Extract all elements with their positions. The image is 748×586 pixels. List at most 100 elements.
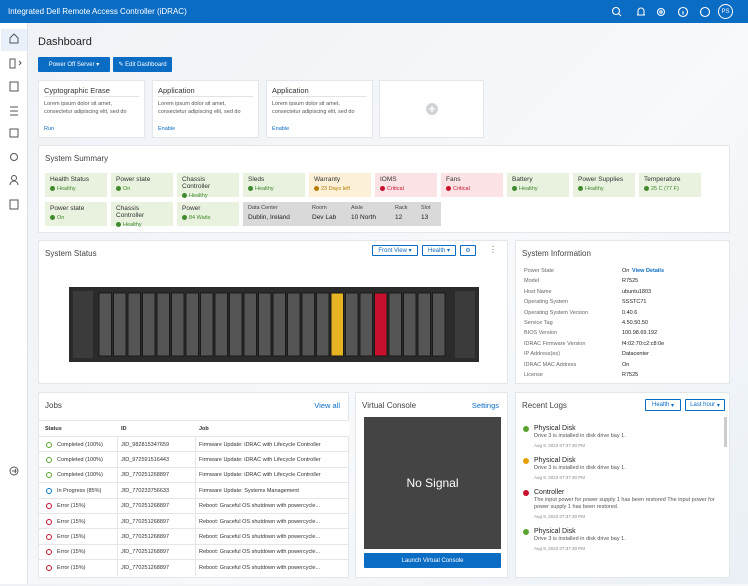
card-title: Application: [158, 86, 195, 95]
scrollbar: [724, 417, 727, 447]
job-name: Reboot: Graceful OS shutdown with powerc…: [199, 533, 321, 540]
info-label: IDRAC MAC Address: [524, 361, 577, 368]
job-id: JID_770251268897: [121, 564, 170, 571]
card-action[interactable]: Enable: [272, 126, 290, 132]
status-icon: [380, 186, 385, 191]
info-label: License: [524, 372, 543, 378]
action-card: Application Lorem ipsum dolor sit amet, c…: [266, 80, 373, 138]
status-icon: [50, 186, 55, 191]
status-tile: Fans Critical: [441, 173, 503, 197]
status-tile: Warranty 23 Days left: [309, 173, 371, 197]
tile-value: Critical: [446, 186, 498, 192]
job-status: Error (15%): [57, 549, 86, 556]
status-tile: Chassis Controller Healthy: [111, 202, 173, 228]
column-header: Job: [199, 425, 209, 432]
info-value: Datacenter: [622, 351, 649, 358]
log-text: The input power for power supply 1 has b…: [534, 497, 715, 510]
status-icon: [182, 193, 187, 198]
drive-bay: [243, 292, 257, 357]
tile-label: Sleds: [248, 176, 265, 183]
drive-bay: [171, 292, 185, 357]
panel-title: Jobs: [45, 401, 62, 410]
status-icon: [644, 186, 649, 191]
location-value: Dublin, Ireland: [248, 214, 290, 221]
header-icons: [611, 6, 711, 18]
drive-bay: [417, 292, 431, 357]
info-label: IDRAC Firmware Version: [524, 340, 586, 347]
status-icon: [512, 186, 517, 191]
job-id: JID_972591516443: [121, 456, 170, 463]
column-header: ID: [121, 425, 127, 432]
status-icon: [46, 456, 52, 463]
system-information: System Information Power State On View Det…: [515, 240, 730, 384]
jobs: Jobs View all Status ID Job Completed (100%…: [38, 392, 349, 578]
column-divider: [195, 544, 196, 561]
tile-value-text: Healthy: [189, 193, 208, 199]
column-divider: [195, 452, 196, 469]
edit-button[interactable]: ✎ Edit Dashboard: [113, 57, 172, 72]
status-icon: [46, 533, 52, 540]
tile-label: Power Supplies: [578, 176, 624, 183]
location: Data Center Dublin, Ireland Room Dev Lab Ais…: [243, 202, 441, 226]
job-row: Completed (100%) JID_770251268897 Firmware…: [39, 466, 349, 484]
launch-button[interactable]: Launch Virtual Console: [364, 553, 501, 568]
log-entry: Physical Disk Drive 3 is installed in dis…: [523, 457, 718, 480]
status-tile: Power state On: [45, 202, 107, 226]
info-value: On: [622, 361, 630, 368]
view-details-link[interactable]: View Details: [632, 268, 664, 274]
filter-dropdown[interactable]: Last hour ▾: [685, 399, 725, 411]
filter-dropdown[interactable]: Health ▾: [645, 399, 681, 411]
status-icon: [182, 215, 187, 220]
drive-bay: [229, 292, 243, 357]
job-row: Error (15%) JID_770251268897 Reboot: Grace…: [39, 559, 349, 577]
job-id: JID_770251268897: [121, 472, 170, 479]
column-divider: [117, 483, 118, 500]
status-icon: [46, 503, 52, 510]
card-action[interactable]: Run: [44, 126, 55, 132]
filter-dropdown[interactable]: Health ▾: [422, 245, 456, 256]
card-action[interactable]: Enable: [158, 126, 176, 132]
drive-bay: [200, 292, 214, 357]
log-title: Physical Disk: [534, 457, 576, 464]
tile-value-text: 25 C (77 F): [651, 186, 679, 192]
drive-bay: [374, 292, 388, 357]
log-time: Aug 9, 2022 07:37:30 PM: [534, 514, 586, 519]
power-button[interactable]: Power Off Server ▾: [38, 57, 110, 72]
log-icon: [523, 458, 529, 464]
more-button[interactable]: ⋮: [489, 245, 497, 254]
avatar[interactable]: PS: [718, 4, 733, 19]
job-status: Completed (100%): [57, 441, 103, 448]
status-icon: [446, 186, 451, 191]
status-icon: [578, 186, 583, 191]
tile-label: IOMS: [380, 176, 397, 183]
panel-title: Virtual Console: [362, 401, 417, 410]
tile-label: Warranty: [314, 176, 341, 183]
info-value: ubuntu1803: [622, 288, 652, 295]
app-title: Integrated Dell Remote Access Controller…: [8, 7, 187, 16]
settings-link[interactable]: Settings: [471, 401, 499, 410]
status-icon: [46, 472, 52, 479]
drive-bay: [345, 292, 359, 357]
view-dropdown[interactable]: Front View ▾: [372, 245, 418, 256]
sidebar: [0, 23, 28, 584]
add-card[interactable]: [379, 80, 484, 138]
info-label: Operating System: [524, 299, 569, 306]
tile-value: Healthy: [578, 186, 630, 192]
settings-button[interactable]: ⚙: [460, 245, 476, 256]
log-title: Physical Disk: [534, 425, 576, 432]
status-tile: IOMS Critical: [375, 173, 437, 197]
view-all-link[interactable]: View all: [314, 401, 340, 410]
card-divider: [158, 96, 253, 97]
job-id: JID_770251268897: [121, 518, 170, 525]
column-divider: [195, 467, 196, 484]
button-label: Edit Dashboard: [125, 61, 167, 68]
tile-value-text: Healthy: [519, 186, 538, 192]
tile-value-text: Critical: [453, 186, 470, 192]
dropdown-label: Front View: [378, 247, 407, 254]
job-name: Firmware Update: iDRAC with Lifecycle Co…: [199, 456, 321, 463]
tile-label: Fans: [446, 176, 461, 183]
status-tile: Temperature 25 C (77 F): [639, 173, 701, 197]
column-divider: [195, 529, 196, 546]
info-value: 0.40.6: [622, 309, 638, 316]
job-status: Completed (100%): [57, 456, 103, 463]
